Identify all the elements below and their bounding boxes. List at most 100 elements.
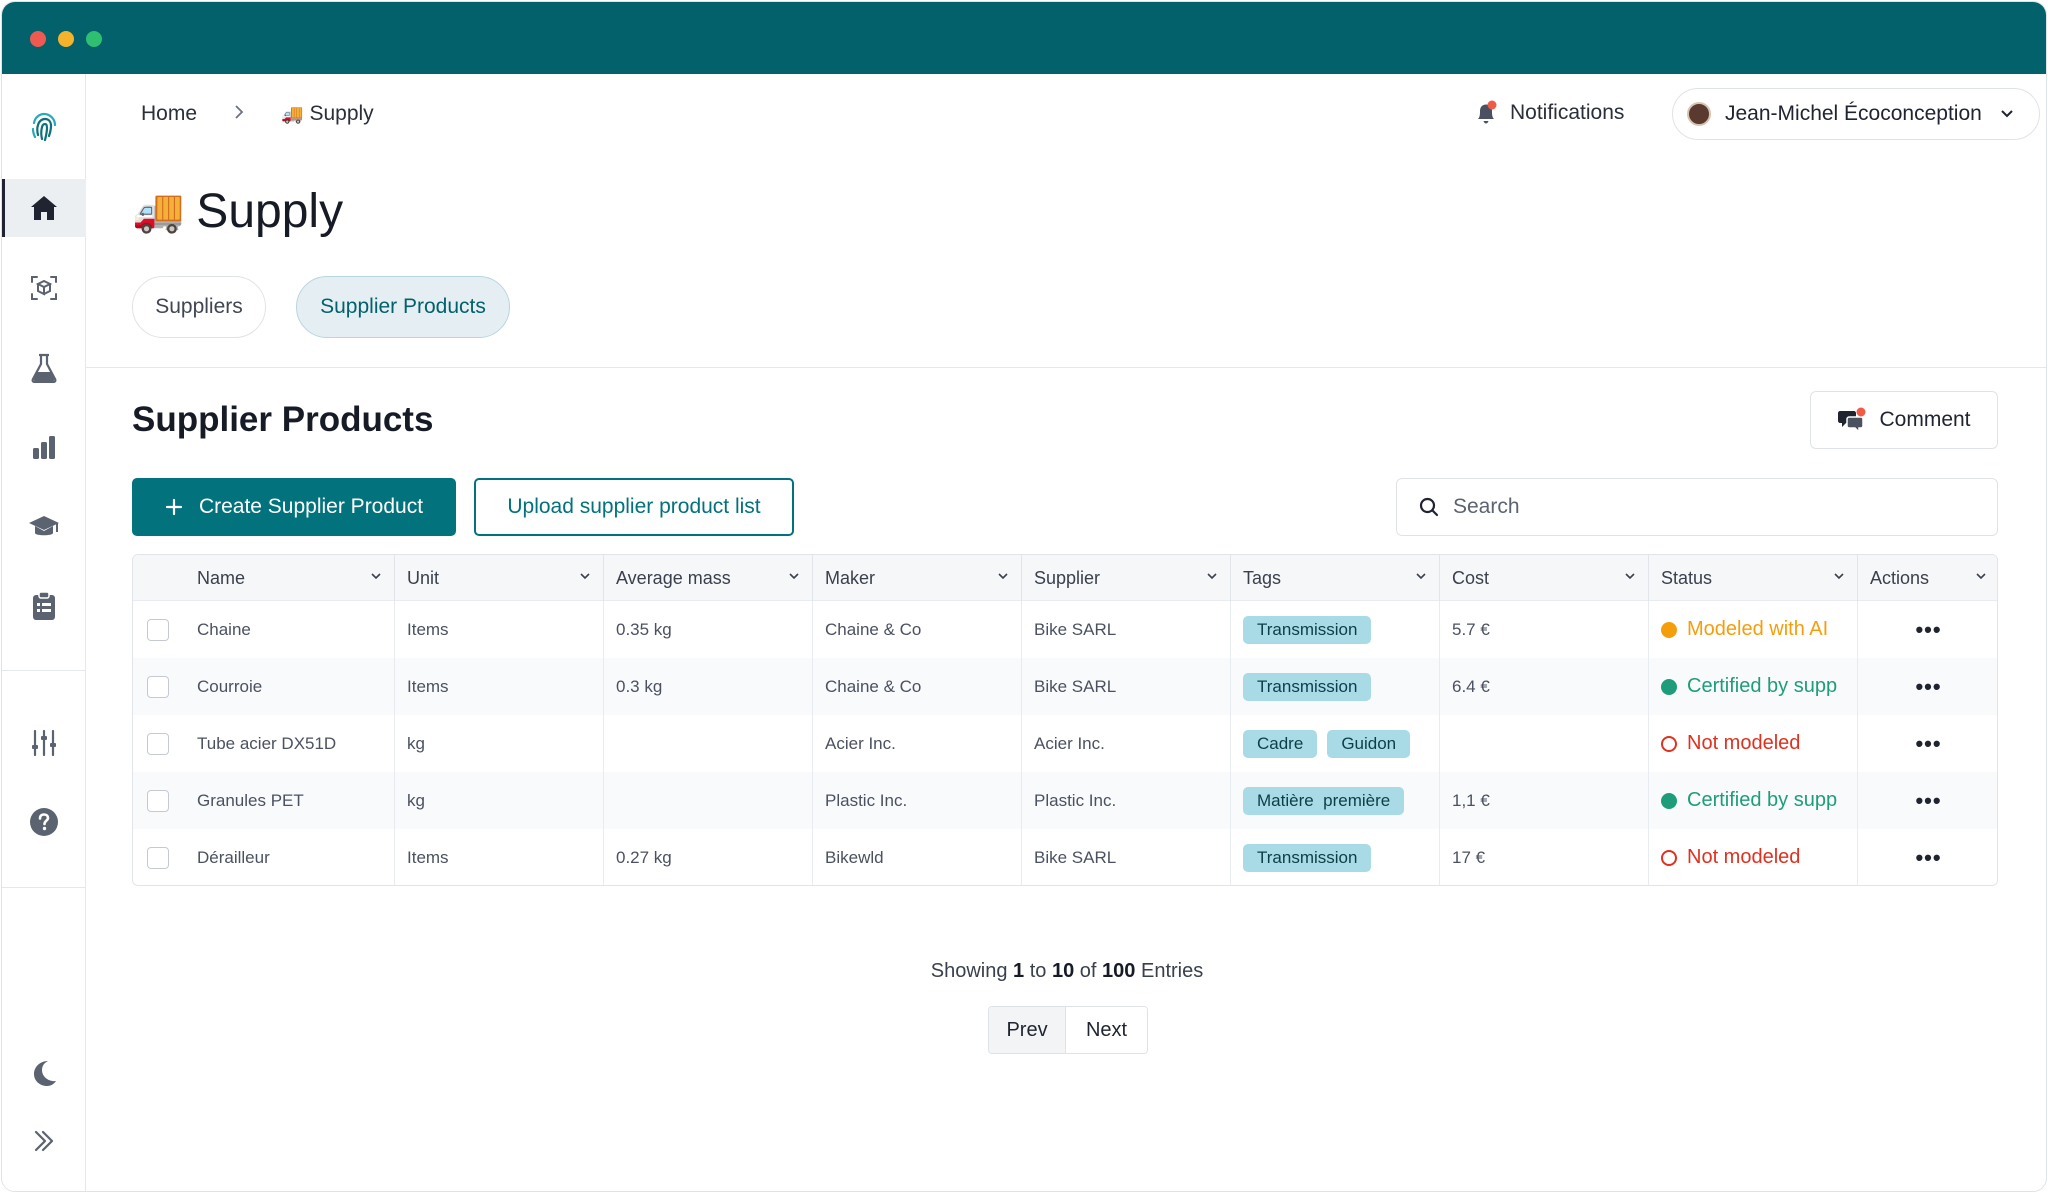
sidebar-item-theme[interactable] — [2, 1044, 86, 1102]
cell-name: Chaine — [197, 619, 251, 639]
cell-cost: 1,1 € — [1439, 772, 1648, 829]
cell-status: Certified by supp — [1648, 658, 1857, 715]
column-header-maker[interactable]: Maker — [812, 555, 1021, 601]
cell-cost: 17 € — [1439, 829, 1648, 885]
tag-badge[interactable]: Matière première — [1243, 786, 1405, 815]
sliders-icon — [32, 729, 56, 757]
cell-average-mass — [603, 772, 812, 829]
cell-actions: ••• — [1857, 601, 1997, 658]
sidebar-expand-button[interactable] — [2, 1112, 86, 1170]
search-input[interactable] — [1453, 495, 1973, 519]
row-actions-menu-icon[interactable]: ••• — [1915, 730, 1942, 756]
table-row[interactable]: Dérailleur Items 0.27 kg Bikewld Bike SA… — [133, 829, 1997, 885]
home-icon — [31, 196, 57, 220]
status-label: Modeled with AI — [1687, 618, 1829, 640]
row-checkbox[interactable] — [147, 676, 169, 698]
sidebar-item-tasks[interactable] — [2, 577, 86, 635]
search-icon — [1419, 497, 1439, 517]
window-maximize-button[interactable] — [86, 31, 102, 47]
bar-chart-icon — [33, 436, 55, 459]
truck-icon: 🚚 — [132, 187, 185, 234]
row-actions-menu-icon[interactable]: ••• — [1915, 616, 1942, 642]
tab-suppliers[interactable]: Suppliers — [132, 276, 266, 338]
tag-badge[interactable]: Guidon — [1327, 729, 1411, 758]
search-box[interactable] — [1396, 478, 1998, 536]
table-row[interactable]: Tube acier DX51D kg Acier Inc. Acier Inc… — [133, 715, 1997, 772]
sidebar-item-learning[interactable] — [2, 498, 86, 556]
page-title: 🚚 Supply — [132, 184, 343, 239]
status-label: Not modeled — [1687, 732, 1801, 754]
cell-tags: Transmission — [1230, 658, 1439, 715]
sidebar-item-home[interactable] — [2, 179, 86, 237]
tag-badge[interactable]: Transmission — [1243, 615, 1372, 644]
create-supplier-product-button[interactable]: Create Supplier Product — [132, 478, 456, 536]
sidebar-item-models[interactable] — [2, 259, 86, 317]
chevron-down-icon — [2001, 110, 2013, 118]
row-checkbox[interactable] — [147, 733, 169, 755]
column-header-cost[interactable]: Cost — [1439, 555, 1648, 601]
section-divider — [86, 367, 2046, 368]
table-row[interactable]: Courroie Items 0.3 kg Chaine & Co Bike S… — [133, 658, 1997, 715]
sidebar-item-settings[interactable] — [2, 714, 86, 772]
chevron-down-icon — [789, 573, 799, 580]
column-header-actions[interactable]: Actions — [1857, 555, 1997, 601]
flask-icon — [31, 353, 57, 383]
status-label: Not modeled — [1687, 846, 1801, 868]
showing-to-word: to — [1029, 960, 1047, 982]
status-dot-icon — [1661, 792, 1677, 809]
cell-unit: Items — [394, 829, 603, 885]
sidebar-item-analytics[interactable] — [2, 418, 86, 476]
row-checkbox[interactable] — [147, 619, 169, 641]
cell-maker: Bikewld — [812, 829, 1021, 885]
column-label: Status — [1661, 567, 1713, 588]
cell-tags: Cadre Guidon — [1230, 715, 1439, 772]
comment-icon — [1838, 407, 1866, 434]
cell-maker: Plastic Inc. — [812, 772, 1021, 829]
prev-page-button[interactable]: Prev — [989, 1007, 1067, 1053]
sidebar-item-lab[interactable] — [2, 339, 86, 397]
column-header-status[interactable]: Status — [1648, 555, 1857, 601]
breadcrumb-home[interactable]: Home — [141, 102, 198, 125]
column-header-tags[interactable]: Tags — [1230, 555, 1439, 601]
cell-supplier: Bike SARL — [1021, 601, 1230, 658]
cell-name: Tube acier DX51D — [197, 733, 337, 753]
column-header-supplier[interactable]: Supplier — [1021, 555, 1230, 601]
status-badge: Modeled with AI — [1661, 618, 1828, 641]
column-header-average-mass[interactable]: Average mass — [603, 555, 812, 601]
page-title-text: Supply — [196, 185, 344, 238]
table-row[interactable]: Chaine Items 0.35 kg Chaine & Co Bike SA… — [133, 601, 1997, 658]
table-row[interactable]: Granules PET kg Plastic Inc. Plastic Inc… — [133, 772, 1997, 829]
graduation-cap-icon — [29, 516, 59, 536]
tag-badge[interactable]: Cadre — [1243, 729, 1318, 758]
next-page-button[interactable]: Next — [1066, 1007, 1147, 1053]
column-label: Average mass — [616, 567, 731, 588]
cell-name: Granules PET — [197, 790, 304, 810]
cell-unit: Items — [394, 658, 603, 715]
moon-icon — [34, 1061, 56, 1086]
tag-badge[interactable]: Transmission — [1243, 843, 1372, 872]
row-checkbox[interactable] — [147, 790, 169, 812]
comment-button[interactable]: Comment — [1810, 391, 1998, 449]
status-badge: Certified by supp — [1661, 789, 1837, 812]
select-all-column — [133, 555, 185, 601]
sidebar-item-help[interactable] — [2, 793, 86, 851]
row-actions-menu-icon[interactable]: ••• — [1915, 787, 1942, 813]
tab-supplier-products[interactable]: Supplier Products — [296, 276, 510, 338]
window-minimize-button[interactable] — [58, 31, 74, 47]
upload-supplier-product-list-button[interactable]: Upload supplier product list — [474, 478, 794, 536]
showing-prefix: Showing — [930, 960, 1008, 982]
chevron-down-icon — [1834, 573, 1844, 580]
tag-badge[interactable]: Transmission — [1243, 672, 1372, 701]
window-close-button[interactable] — [30, 31, 46, 47]
sidebar-logo[interactable] — [2, 98, 86, 156]
column-header-unit[interactable]: Unit — [394, 555, 603, 601]
row-actions-menu-icon[interactable]: ••• — [1915, 673, 1942, 699]
column-header-name[interactable]: Name — [185, 555, 394, 601]
status-badge: Certified by supp — [1661, 675, 1837, 698]
column-label: Unit — [407, 567, 440, 588]
breadcrumb-current[interactable]: Supply — [309, 102, 374, 125]
user-menu-button[interactable]: Jean-Michel Écoconception — [1672, 88, 2040, 140]
row-actions-menu-icon[interactable]: ••• — [1915, 844, 1942, 870]
row-checkbox[interactable] — [147, 847, 169, 869]
notifications-button[interactable]: Notifications — [1474, 100, 1624, 126]
